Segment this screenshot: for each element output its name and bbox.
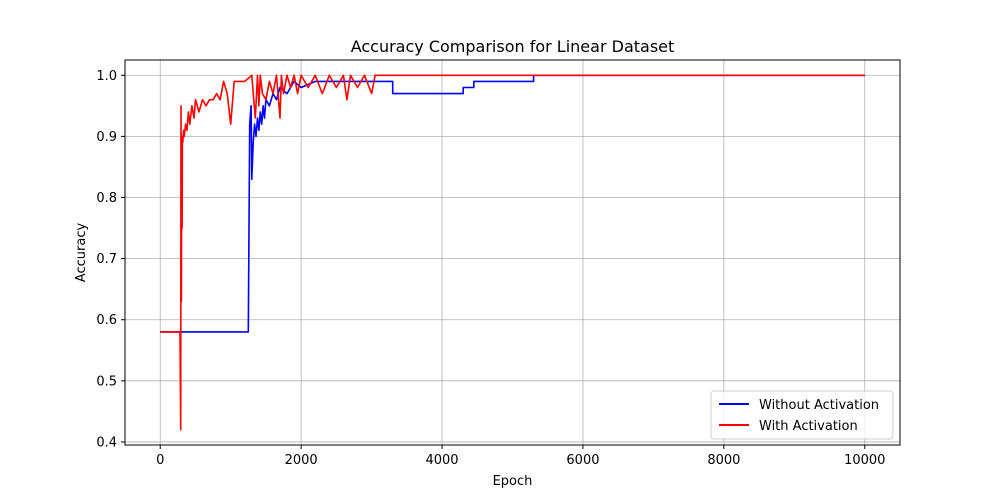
series-line-with-activation — [160, 74, 865, 431]
grid — [125, 60, 900, 445]
legend-box — [710, 390, 894, 440]
x-tick-label: 0 — [156, 453, 164, 468]
y-tick-label: 1.0 — [96, 69, 117, 84]
x-tick-label: 2000 — [285, 453, 318, 468]
y-axis-label: Accuracy — [74, 223, 89, 283]
x-tick-label: 6000 — [566, 453, 599, 468]
y-tick-label: 0.6 — [96, 313, 117, 328]
chart-title: Accuracy Comparison for Linear Dataset — [351, 37, 675, 56]
y-tick-label: 0.4 — [96, 435, 117, 450]
legend-label-without-activation: Without Activation — [759, 398, 879, 413]
axis-ticks: 0 2000 4000 6000 8000 10000 0.4 0.5 0.6 0.7 0.8 0.9… — [96, 69, 885, 468]
x-tick-label: 10000 — [844, 453, 885, 468]
series-lines — [160, 74, 865, 431]
x-tick-label: 4000 — [425, 453, 458, 468]
y-tick-label: 0.9 — [96, 130, 117, 145]
y-tick-label: 0.8 — [96, 191, 117, 206]
plot-frame — [124, 59, 901, 446]
legend: Without Activation With Activation — [710, 390, 894, 440]
legend-label-with-activation: With Activation — [759, 419, 858, 434]
x-tick-label: 8000 — [707, 453, 740, 468]
y-tick-label: 0.5 — [96, 374, 117, 389]
series-line-without-activation — [160, 74, 865, 333]
x-axis-label: Epoch — [493, 474, 533, 489]
y-tick-label: 0.7 — [96, 252, 117, 267]
